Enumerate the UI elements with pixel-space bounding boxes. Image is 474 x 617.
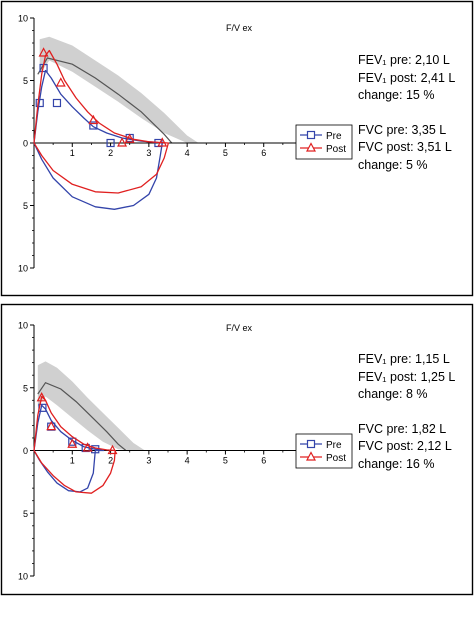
y-tick-label: 5: [23, 383, 28, 393]
pre-marker: [52, 98, 62, 108]
x-tick-label: 1: [70, 148, 75, 158]
fvc-post-label: FVC post: 2,12 L: [358, 439, 452, 453]
x-tick-label: 2: [108, 148, 113, 158]
y-tick-label: 5: [23, 509, 28, 519]
x-tick-label: 4: [185, 456, 190, 466]
reference-line: [37, 57, 173, 144]
post-marker: [67, 438, 78, 448]
legend-marker-post: [306, 142, 316, 152]
legend-label-post: Post: [326, 144, 346, 155]
pre-marker: [68, 437, 77, 446]
fvc-pre-label: FVC pre: 1,82 L: [358, 421, 447, 436]
y-tick-label: 5: [23, 76, 28, 86]
y-tick-label: 10: [18, 264, 28, 274]
post-marker: [124, 133, 135, 143]
legend-marker-pre: [306, 439, 316, 449]
fev1-post-label: FEV₁ post: 2,41 L: [358, 70, 456, 85]
stats-panel-bottom: FEV₁ pre: 1,15 L FEV₁ post: 1,25 L chang…: [358, 351, 455, 473]
fev1-pre-label: FEV₁ pre: 2,10 L: [358, 53, 450, 67]
fev1-change-label: change: 15 %: [358, 88, 435, 102]
post-marker: [157, 137, 168, 147]
legend-label-pre: Pre: [326, 440, 342, 451]
post-marker: [46, 420, 57, 431]
series-pre-curve: [33, 69, 163, 210]
x-tick-label: 6: [261, 456, 266, 466]
top-panel-frame: [0, 0, 474, 297]
fvc-change-label: change: 5 %: [358, 157, 428, 172]
chart-title: F/V ex: [226, 323, 253, 333]
pre-marker: [35, 98, 44, 108]
pre-marker: [106, 138, 115, 148]
post-marker: [82, 442, 93, 452]
y-tick-label: 10: [18, 321, 28, 331]
x-tick-label: 1: [70, 456, 75, 466]
bottom-panel-frame: [0, 303, 474, 596]
y-tick-label: 0: [23, 139, 28, 149]
legend: Pre Post: [295, 124, 353, 160]
post-marker: [117, 137, 128, 147]
x-tick-label: 4: [185, 148, 190, 158]
legend-label-post: Post: [326, 453, 346, 464]
legend-box: [295, 124, 353, 160]
legend-box: [295, 433, 353, 469]
x-tick-label: 5: [223, 456, 228, 466]
x-tick-label: 6: [261, 148, 266, 158]
fev1-post-label: FEV₁ post: 1,25 L: [358, 369, 456, 384]
x-tick-label: 3: [146, 148, 151, 158]
x-tick-label: 5: [223, 148, 228, 158]
post-marker: [38, 47, 49, 57]
x-tick-label: 2: [108, 456, 113, 466]
post-marker: [36, 392, 47, 402]
legend: Pre Post: [295, 433, 353, 469]
y-tick-label: 5: [23, 201, 28, 211]
reference-band: [37, 361, 145, 451]
legend-marker-post: [306, 451, 316, 461]
y-tick-label: 0: [23, 446, 28, 456]
flow-volume-plot-top: 10 5 0 5 10 1 2 3 4 5 6 F/V ex Pre Post: [18, 14, 353, 274]
fev1-change-label: change: 8 %: [358, 387, 428, 401]
series-post-curve: [33, 395, 116, 494]
post-marker: [55, 77, 66, 87]
series-post-curve: [33, 49, 170, 194]
fvc-post-label: FVC post: 3,51 L: [358, 140, 452, 154]
y-tick-label: 10: [18, 14, 28, 24]
chart-title: F/V ex: [226, 23, 253, 33]
pre-marker: [91, 445, 100, 454]
fvc-change-label: change: 16 %: [358, 456, 435, 471]
post-marker: [107, 444, 118, 455]
reference-line: [37, 381, 127, 451]
reference-band: [39, 36, 199, 143]
fev1-pre-label: FEV₁ pre: 1,15 L: [358, 352, 450, 366]
fvc-pre-label: FVC pre: 3,35 L: [358, 122, 447, 137]
flow-volume-plot-bottom: 10 5 0 5 10 1 2 3 4 5 6 F/V ex Pre Post: [18, 321, 353, 582]
legend-label-pre: Pre: [326, 131, 342, 142]
pre-marker: [89, 121, 98, 130]
legend-marker-pre: [306, 130, 316, 140]
y-tick-label: 10: [18, 572, 28, 582]
post-marker: [88, 114, 99, 125]
stats-panel-top: FEV₁ pre: 2,10 L FEV₁ post: 2,41 L chang…: [358, 52, 455, 174]
x-tick-label: 3: [146, 456, 151, 466]
